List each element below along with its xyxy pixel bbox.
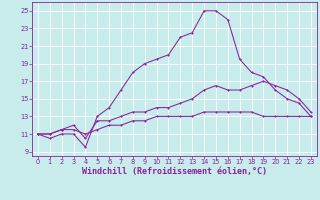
X-axis label: Windchill (Refroidissement éolien,°C): Windchill (Refroidissement éolien,°C) <box>82 167 267 176</box>
